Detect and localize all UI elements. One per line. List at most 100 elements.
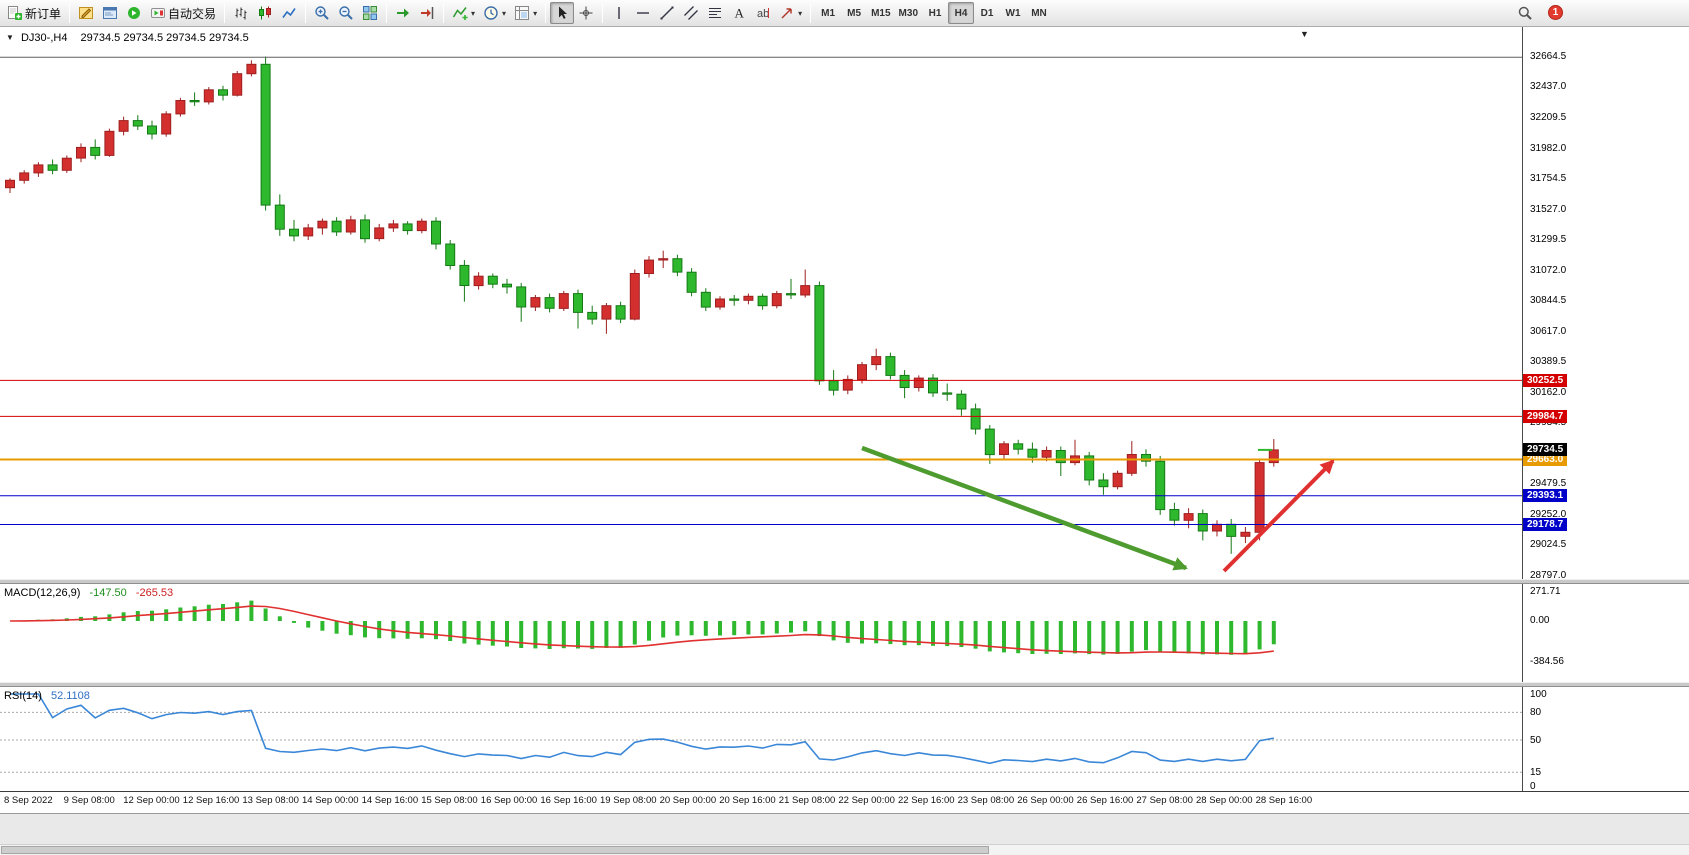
candle-body: [686, 271, 697, 293]
trendline-button[interactable]: [655, 2, 679, 24]
candle-chart-button[interactable]: [253, 2, 277, 24]
crosshair-icon: [578, 5, 594, 21]
label-button[interactable]: ab: [751, 2, 775, 24]
symbol-period-label: DJ30-,H4: [20, 32, 68, 44]
candle-body: [558, 293, 569, 309]
rsi-header: RSI(14) 52.1108: [4, 690, 90, 702]
candle-body: [1169, 509, 1180, 521]
metaeditor-button[interactable]: [74, 2, 98, 24]
chevron-down-icon: ▾: [533, 8, 538, 18]
indicators-button[interactable]: ▾: [448, 2, 479, 24]
strategy-tester-button[interactable]: [122, 2, 146, 24]
bottom-bar: [0, 813, 1689, 855]
toolbar-separator: [386, 3, 388, 23]
auto-scroll-button[interactable]: [391, 2, 415, 24]
autotrading-button-label: 自动交易: [168, 6, 217, 21]
bar-chart-button[interactable]: [229, 2, 253, 24]
candle-body: [1112, 472, 1123, 488]
trendline-icon: [659, 5, 675, 21]
candle-body: [1183, 513, 1194, 521]
line-chart-icon: [281, 5, 297, 21]
tester-icon: [126, 5, 142, 21]
macd-signal-value: -265.53: [135, 587, 174, 599]
tile-windows-icon: [362, 5, 378, 21]
arrow-tools-button[interactable]: ▾: [775, 2, 806, 24]
zoom-out-icon: [338, 5, 354, 21]
autotrading-button[interactable]: 自动交易: [146, 2, 220, 24]
chart-corner-marker-icon[interactable]: ▼: [1300, 29, 1309, 39]
main-macd-splitter[interactable]: [0, 579, 1689, 584]
zoom-out-button[interactable]: [334, 2, 358, 24]
timeframe-h1-button[interactable]: H1: [928, 7, 942, 19]
candle-body: [1268, 449, 1279, 464]
text-button[interactable]: A: [727, 2, 751, 24]
toolbar-separator: [224, 3, 226, 23]
horizontal-line-button[interactable]: [631, 2, 655, 24]
search-button[interactable]: [1513, 2, 1537, 24]
candle-body: [871, 356, 882, 366]
toolbar-separator: [545, 3, 547, 23]
candle-body: [842, 378, 853, 391]
timeframe-m30-button[interactable]: M30: [898, 7, 918, 19]
fibonacci-button[interactable]: [703, 2, 727, 24]
macd-header: MACD(12,26,9) -147.50 -265.53: [4, 587, 173, 599]
candle-body: [629, 273, 640, 320]
cursor-button[interactable]: [550, 2, 575, 24]
timeframe-m1-button[interactable]: M1: [821, 7, 836, 19]
candle-body: [544, 297, 555, 309]
autotrading-icon: [150, 5, 166, 21]
candle-body: [161, 113, 172, 135]
channel-button[interactable]: [679, 2, 703, 24]
chevron-down-icon: ▾: [502, 8, 507, 18]
zoom-in-button[interactable]: [310, 2, 334, 24]
candle-body: [601, 305, 612, 320]
timeframe-d1-button[interactable]: D1: [980, 7, 994, 19]
candle-body: [431, 220, 441, 245]
candle-body: [516, 286, 527, 308]
candle-body: [317, 220, 328, 229]
periods-button[interactable]: ▾: [479, 2, 510, 24]
candle-body: [203, 89, 214, 103]
candle-body: [928, 377, 938, 394]
ohlc-values: 29734.5 29734.5 29734.5 29734.5: [80, 32, 249, 44]
candle-body: [1084, 455, 1095, 481]
macd-rsi-splitter[interactable]: [0, 682, 1689, 687]
candle-body: [715, 298, 725, 308]
chart-shift-icon: [419, 5, 435, 21]
horizontal-scrollbar[interactable]: [0, 844, 1689, 855]
candle-body: [786, 293, 796, 296]
horizontal-line-icon: [635, 5, 651, 21]
tile-windows-button[interactable]: [358, 2, 382, 24]
chart-shift-button[interactable]: [415, 2, 439, 24]
toolbar-separator: [305, 3, 307, 23]
toolbar-separator: [69, 3, 71, 23]
candle-body: [274, 204, 285, 230]
timeframe-m15-button[interactable]: M15: [871, 7, 891, 19]
crosshair-button[interactable]: [574, 2, 598, 24]
svg-text:ab: ab: [757, 8, 769, 20]
timeframe-w1-button[interactable]: W1: [1005, 7, 1021, 19]
indicators-icon: [452, 5, 468, 21]
timeframe-h4-button[interactable]: H4: [948, 2, 974, 24]
candle-body: [615, 305, 626, 320]
notification-badge[interactable]: 1: [1548, 5, 1563, 20]
candle-body: [76, 146, 86, 159]
templates-button[interactable]: ▾: [510, 2, 541, 24]
symbol-dropdown-icon[interactable]: ▼: [6, 33, 14, 42]
vertical-line-button[interactable]: [607, 2, 631, 24]
terminal-button[interactable]: [98, 2, 122, 24]
trend-arrow-up[interactable]: [1222, 459, 1335, 573]
scrollbar-thumb[interactable]: [1, 846, 989, 854]
candle-body: [573, 293, 583, 313]
trend-arrow-down[interactable]: [861, 445, 1188, 571]
candle-body: [771, 293, 782, 307]
candle-body: [90, 146, 101, 156]
new-order-button[interactable]: 新订单: [3, 2, 65, 24]
toolbar-separator: [810, 3, 812, 23]
candle-body: [345, 219, 356, 233]
timeframe-m5-button[interactable]: M5: [847, 7, 862, 19]
candle-body: [402, 223, 413, 232]
line-chart-button[interactable]: [277, 2, 301, 24]
timeframe-mn-button[interactable]: MN: [1031, 7, 1047, 19]
candle-body: [47, 164, 58, 171]
